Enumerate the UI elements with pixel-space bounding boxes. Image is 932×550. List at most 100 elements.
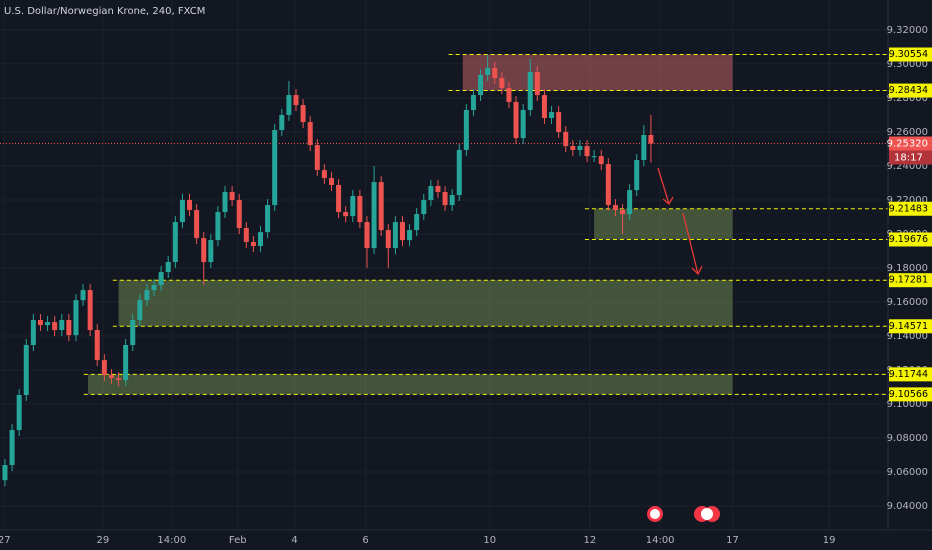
candle-body: [612, 205, 618, 210]
event-icon-inner: [650, 509, 660, 519]
zone: [118, 280, 733, 327]
y-tick-label: 9.06000: [887, 467, 928, 478]
candle-body: [37, 320, 43, 326]
candle-body: [300, 105, 306, 123]
y-tick-label: 9.32000: [887, 25, 928, 36]
candle-body: [470, 95, 476, 111]
candle-body: [258, 232, 264, 247]
candle-body: [577, 146, 583, 150]
level-label-bg: [889, 319, 932, 334]
candle-body: [549, 112, 555, 119]
candle-body: [385, 230, 391, 249]
candle-body: [541, 95, 547, 119]
level-label: 9.11744: [889, 369, 928, 380]
level-label: 9.19676: [889, 234, 928, 245]
candle-body: [350, 196, 356, 217]
candle-body: [527, 72, 533, 111]
candle-body: [584, 146, 590, 157]
x-tick-label: Feb: [229, 535, 247, 546]
candle-body: [23, 345, 29, 395]
candle-body: [87, 290, 93, 331]
candles: [2, 54, 654, 487]
candle-body: [9, 430, 15, 466]
level-label-bg: [889, 232, 932, 247]
candle-body: [236, 199, 242, 229]
candle-body: [45, 322, 51, 326]
candle-body: [66, 320, 72, 336]
candle-body: [336, 184, 342, 213]
candle-body: [648, 135, 654, 144]
candle-body: [357, 196, 363, 223]
candle-body: [215, 212, 221, 241]
arrows: [657, 167, 703, 276]
x-tick-label: 29: [97, 535, 110, 546]
y-tick-label: 9.14000: [887, 331, 928, 342]
candle-body: [307, 122, 313, 146]
candle-body: [641, 135, 647, 161]
candle-body: [2, 465, 8, 481]
x-tick-label: 10: [483, 535, 496, 546]
candle-body: [151, 284, 157, 291]
candle-body: [201, 238, 207, 263]
x-tick-label: 4: [291, 535, 297, 546]
countdown: 18:17: [894, 153, 923, 164]
candle-body: [371, 182, 377, 249]
candle-body: [272, 130, 278, 206]
candle-body: [591, 156, 597, 158]
y-tick-label: 9.26000: [887, 127, 928, 138]
candle-body: [520, 110, 526, 139]
candle-body: [485, 68, 491, 75]
level-label-bg: [889, 83, 932, 98]
level-label-bg: [889, 387, 932, 402]
candle-body: [144, 290, 150, 301]
x-tick-label: 12: [584, 535, 597, 546]
arrow: [682, 212, 699, 275]
candle-body: [627, 190, 633, 215]
candle-body: [478, 74, 484, 96]
candle-body: [556, 112, 562, 132]
candle-body: [435, 186, 441, 192]
candle-body: [52, 322, 58, 331]
level-label: 9.21483: [889, 203, 928, 214]
candle-body: [570, 146, 576, 150]
candle-body: [463, 110, 469, 150]
x-tick-label: 6: [362, 535, 368, 546]
candle-body: [442, 191, 448, 206]
price-labels: 9.30554 9.28434 9.21483 9.19676 9.17281 9.145…: [887, 47, 932, 402]
candle-body: [265, 205, 271, 233]
y-tick-label: 9.10000: [887, 399, 928, 410]
candle-body: [634, 160, 640, 191]
candle-body: [605, 164, 611, 206]
candle-body: [414, 214, 420, 231]
event-icon-inner: [701, 508, 713, 520]
level-label: 9.28434: [889, 85, 928, 96]
y-tick-label: 9.24000: [887, 161, 928, 172]
y-tick-label: 9.04000: [887, 501, 928, 512]
x-tick-label: 17: [726, 535, 739, 546]
candle-body: [16, 394, 22, 431]
candle-body: [59, 320, 65, 331]
arrow-head: [691, 265, 703, 276]
countdown-bg: [889, 150, 932, 165]
chart-title: U.S. Dollar/Norwegian Krone, 240, FXCM: [4, 6, 205, 17]
candle-body: [108, 375, 114, 378]
candle-body: [492, 68, 498, 79]
candle-body: [286, 95, 292, 115]
level-label-bg: [889, 47, 932, 62]
last-price-bg: [889, 136, 932, 151]
candle-body: [407, 230, 413, 241]
candle-body: [449, 195, 455, 206]
y-tick-label: 9.08000: [887, 433, 928, 444]
y-tick-label: 9.22000: [887, 195, 928, 206]
zone: [594, 208, 733, 240]
x-tick-label: 14:00: [646, 535, 675, 546]
y-tick-label: 9.18000: [887, 263, 928, 274]
candle-body: [158, 272, 164, 285]
candle-body: [101, 360, 107, 376]
x-tick-label: 19: [823, 535, 836, 546]
candle-body: [165, 262, 171, 273]
candle-body: [392, 222, 398, 249]
candle-body: [187, 199, 193, 210]
y-tick-label: 9.30000: [887, 59, 928, 70]
